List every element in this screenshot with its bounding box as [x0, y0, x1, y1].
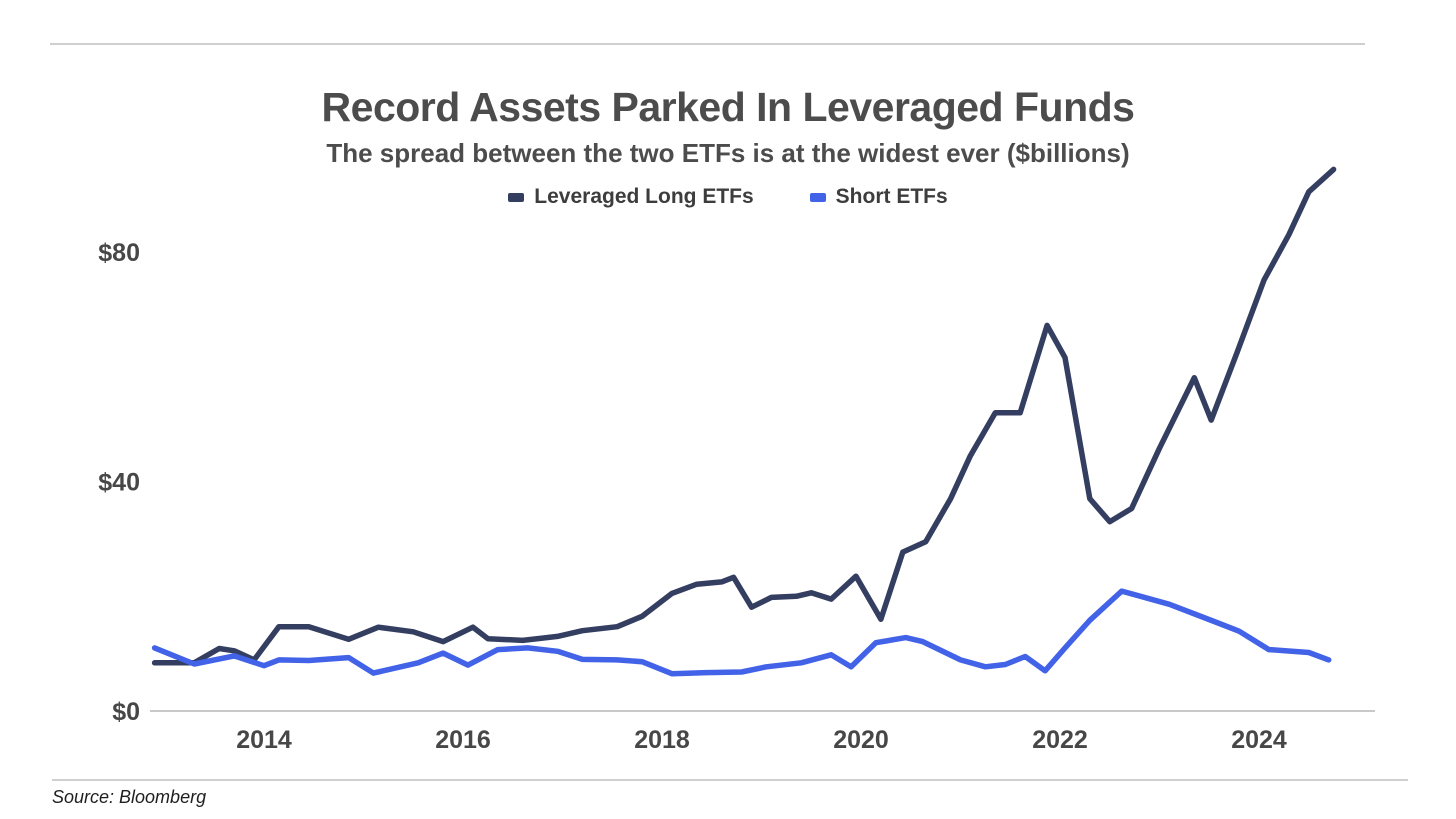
- leveraged-long-swatch-icon: [508, 192, 525, 202]
- legend-item-leveraged-long: Leveraged Long ETFs: [508, 185, 754, 209]
- x-tick-label: 2018: [634, 726, 690, 754]
- series-line-leveraged-long-etfs: [151, 166, 1337, 666]
- x-tick-label: 2024: [1231, 726, 1287, 754]
- x-tick-label: 2022: [1032, 726, 1088, 754]
- top-divider: [50, 43, 1365, 45]
- y-tick-label: $40: [98, 469, 140, 497]
- legend-label-leveraged-long: Leveraged Long ETFs: [534, 185, 754, 208]
- x-tick-label: 2020: [833, 726, 889, 754]
- chart-header: Record Assets Parked In Leveraged Funds …: [0, 84, 1456, 209]
- short-swatch-icon: [809, 192, 826, 202]
- chart-subtitle: The spread between the two ETFs is at th…: [326, 138, 1130, 168]
- y-tick-label: $0: [112, 698, 140, 726]
- x-tick-label: 2014: [236, 726, 292, 754]
- chart-legend: Leveraged Long ETFs Short ETFs: [0, 185, 1456, 209]
- y-tick-label: $80: [98, 239, 140, 267]
- source-note: Source: Bloomberg: [52, 787, 207, 807]
- chart-title: Record Assets Parked In Leveraged Funds: [321, 84, 1135, 130]
- series-line-short-etfs: [151, 588, 1332, 677]
- x-tick-label: 2016: [435, 726, 491, 754]
- legend-item-short: Short ETFs: [809, 185, 948, 209]
- legend-label-short: Short ETFs: [835, 185, 948, 208]
- bottom-divider: [52, 779, 1408, 781]
